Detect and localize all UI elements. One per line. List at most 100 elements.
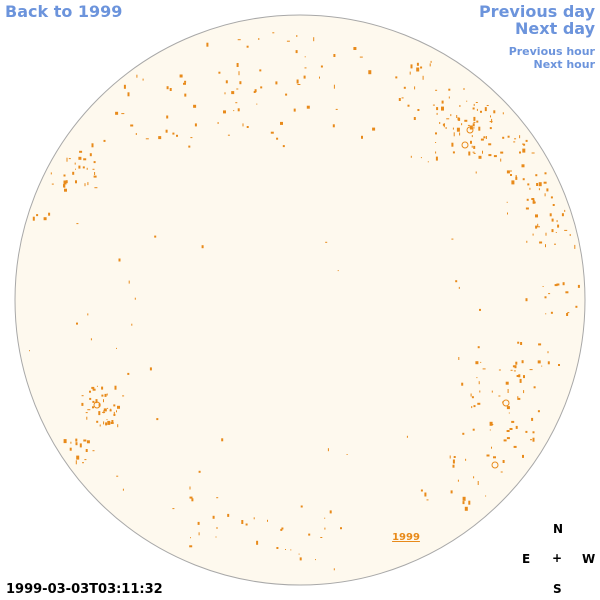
feature-mark bbox=[435, 156, 438, 161]
feature-mark bbox=[485, 495, 487, 497]
feature-mark bbox=[537, 226, 540, 228]
feature-mark bbox=[533, 386, 536, 389]
feature-mark bbox=[101, 386, 104, 390]
feature-mark bbox=[70, 441, 72, 444]
feature-mark bbox=[500, 471, 503, 473]
feature-mark bbox=[246, 126, 249, 128]
feature-mark bbox=[156, 418, 159, 421]
feature-mark bbox=[514, 138, 517, 140]
feature-mark bbox=[486, 454, 490, 457]
feature-mark bbox=[562, 282, 565, 286]
feature-mark bbox=[82, 166, 85, 169]
feature-mark bbox=[407, 104, 410, 107]
feature-mark bbox=[482, 150, 483, 154]
feature-mark bbox=[92, 388, 96, 391]
feature-mark bbox=[254, 89, 257, 93]
feature-mark bbox=[472, 127, 475, 129]
feature-mark bbox=[184, 93, 187, 97]
feature-mark bbox=[176, 134, 178, 137]
next-day-link[interactable]: Next day bbox=[515, 19, 595, 38]
feature-mark bbox=[522, 148, 526, 153]
feature-mark bbox=[78, 165, 81, 169]
feature-mark bbox=[515, 175, 517, 179]
previous-day-link[interactable]: Previous day bbox=[478, 2, 595, 21]
feature-mark bbox=[510, 174, 512, 176]
feature-mark bbox=[493, 456, 496, 459]
feature-mark bbox=[548, 293, 551, 295]
feature-mark bbox=[472, 107, 475, 110]
feature-mark bbox=[561, 213, 564, 217]
feature-mark bbox=[93, 175, 97, 178]
feature-mark bbox=[272, 32, 275, 34]
feature-mark bbox=[473, 145, 476, 149]
feature-mark bbox=[290, 549, 292, 551]
feature-mark bbox=[537, 223, 539, 227]
feature-mark bbox=[327, 448, 329, 452]
back-to-year-link[interactable]: Back to 1999 bbox=[5, 2, 123, 21]
feature-mark bbox=[128, 280, 130, 284]
feature-mark bbox=[236, 88, 239, 90]
feature-mark bbox=[473, 121, 476, 123]
feature-mark bbox=[130, 124, 134, 127]
feature-mark bbox=[398, 98, 401, 101]
feature-mark bbox=[304, 56, 306, 58]
feature-mark bbox=[65, 180, 68, 184]
feature-mark bbox=[564, 209, 566, 212]
feature-mark bbox=[489, 127, 492, 130]
feature-mark bbox=[406, 435, 408, 438]
feature-mark bbox=[81, 402, 84, 406]
feature-mark bbox=[557, 224, 560, 228]
solar-disk bbox=[14, 14, 586, 586]
feature-mark bbox=[530, 439, 532, 441]
feature-mark bbox=[468, 151, 471, 156]
feature-mark bbox=[346, 454, 348, 455]
feature-mark bbox=[555, 232, 557, 233]
feature-mark bbox=[503, 439, 507, 442]
feature-mark bbox=[516, 375, 519, 377]
feature-mark bbox=[543, 181, 547, 184]
feature-mark bbox=[489, 121, 493, 123]
feature-mark bbox=[401, 97, 404, 99]
feature-mark bbox=[36, 214, 39, 217]
feature-mark bbox=[472, 151, 475, 153]
feature-mark bbox=[422, 75, 424, 80]
feature-mark bbox=[134, 297, 136, 300]
feature-mark bbox=[103, 399, 104, 403]
feature-ring bbox=[93, 401, 101, 409]
feature-mark bbox=[110, 422, 114, 424]
feature-mark bbox=[492, 424, 494, 425]
feature-mark bbox=[94, 187, 98, 189]
feature-mark bbox=[142, 78, 144, 81]
feature-mark bbox=[532, 437, 535, 442]
feature-mark bbox=[74, 162, 76, 165]
feature-mark bbox=[87, 313, 89, 316]
feature-mark bbox=[520, 342, 523, 345]
feature-mark bbox=[63, 180, 67, 185]
feature-mark bbox=[435, 142, 437, 143]
feature-mark bbox=[451, 142, 454, 147]
feature-mark bbox=[416, 67, 420, 72]
feature-mark bbox=[135, 133, 137, 135]
feature-mark bbox=[75, 442, 78, 446]
previous-hour-link[interactable]: Previous hour bbox=[508, 45, 595, 58]
feature-mark bbox=[293, 108, 296, 112]
feature-mark bbox=[536, 183, 539, 186]
feature-mark bbox=[526, 240, 528, 243]
year-label[interactable]: 1999 bbox=[392, 532, 420, 543]
feature-mark bbox=[523, 390, 525, 394]
compass-south: S bbox=[553, 582, 562, 596]
feature-mark bbox=[258, 38, 260, 40]
feature-mark bbox=[92, 406, 94, 409]
feature-mark bbox=[32, 216, 35, 221]
feature-mark bbox=[324, 527, 326, 530]
feature-mark bbox=[490, 115, 491, 118]
feature-mark bbox=[79, 443, 82, 448]
feature-mark bbox=[550, 311, 553, 314]
feature-mark bbox=[333, 84, 335, 89]
timestamp: 1999-03-03T03:11:32 bbox=[6, 582, 163, 597]
feature-mark bbox=[50, 172, 52, 175]
next-hour-link[interactable]: Next hour bbox=[533, 58, 596, 71]
feature-mark bbox=[517, 341, 520, 344]
feature-mark bbox=[489, 421, 493, 426]
feature-mark bbox=[480, 138, 484, 141]
